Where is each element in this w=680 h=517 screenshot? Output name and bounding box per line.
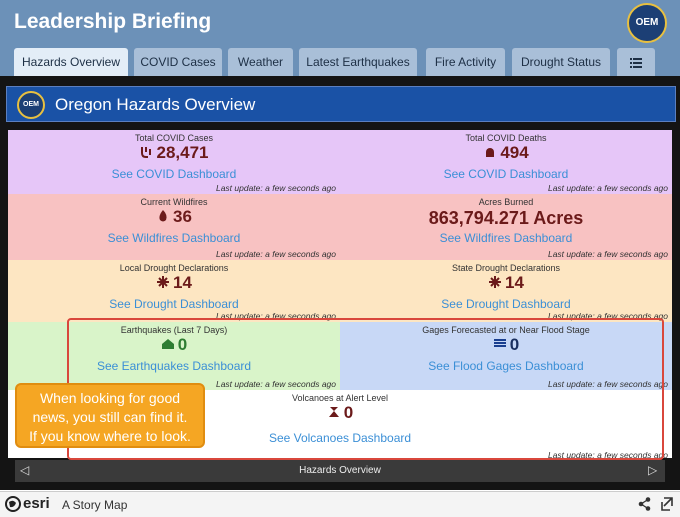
hazard-cell: Total COVID Cases 28,471 See COVID Dashboa…: [8, 130, 340, 194]
cell-update: Last update: a few seconds ago: [215, 311, 336, 321]
cell-value-text: 28,471: [156, 143, 209, 162]
nav-title: Hazards Overview: [299, 465, 381, 476]
cell-value-text: 0: [177, 335, 188, 354]
cell-value: 0: [8, 335, 340, 355]
oem-logo: OEM: [627, 3, 667, 43]
cell-icon: [140, 147, 151, 158]
footer-brand: esri: [23, 495, 50, 512]
hazard-cell: Gages Forecasted at or Near Flood Stage 0…: [340, 322, 672, 390]
cell-value-text: 36: [173, 207, 192, 226]
cell-label: Acres Burned: [478, 197, 534, 207]
footer: [0, 491, 680, 517]
cell-value: 28,471: [8, 143, 340, 163]
cell-link[interactable]: See Drought Dashboard: [109, 297, 239, 311]
share-icons[interactable]: [638, 497, 676, 511]
cell-label: Volcanoes at Alert Level: [291, 393, 389, 403]
nav-bar: [15, 460, 665, 482]
tab[interactable]: Drought Status: [512, 48, 610, 76]
cell-value-text: 494: [500, 143, 529, 162]
cell-value-text: 863,794.271 Acres: [428, 208, 584, 228]
cell-update: Last update: a few seconds ago: [547, 311, 668, 321]
hazard-cell: Total COVID Deaths 494 See COVID Dashboard…: [340, 130, 672, 194]
cell-link[interactable]: See Earthquakes Dashboard: [96, 359, 252, 373]
cell-label: State Drought Declarations: [451, 263, 561, 273]
cell-value: 36: [8, 207, 340, 227]
callout-line: If you know where to look.: [29, 428, 191, 444]
cell-icon: [328, 407, 339, 417]
hazard-cell: Local Drought Declarations 14 See Drought …: [8, 260, 340, 322]
cell-update: Last update: a few seconds ago: [215, 249, 336, 259]
cell-link[interactable]: See Drought Dashboard: [441, 297, 571, 311]
cell-label: Total COVID Deaths: [465, 133, 547, 143]
list-icon: [630, 57, 642, 68]
tab[interactable]: Weather: [228, 48, 293, 76]
cell-icon: [493, 339, 506, 347]
cell-value-text: 14: [505, 273, 524, 292]
globe-icon: [5, 496, 21, 512]
panel-logo: OEM: [17, 91, 45, 119]
cell-value-text: 0: [509, 335, 520, 354]
hazard-cell: Earthquakes (Last 7 Days) 0 See Earthquake…: [8, 322, 340, 390]
callout-line: When looking for good: [39, 390, 181, 406]
app-title: Leadership Briefing: [14, 10, 212, 33]
cell-value: 14: [8, 273, 340, 293]
cell-value: 863,794.271 Acres: [340, 208, 672, 229]
cell-value: 0: [340, 335, 672, 355]
cell-update: Last update: a few seconds ago: [215, 379, 336, 389]
cell-update: Last update: a few seconds ago: [547, 183, 668, 193]
cell-link[interactable]: See Flood Gages Dashboard: [428, 359, 584, 373]
cell-update: Last update: a few seconds ago: [547, 379, 668, 389]
cell-value-text: 14: [173, 273, 192, 292]
tab[interactable]: COVID Cases: [134, 48, 222, 76]
cell-update: Last update: a few seconds ago: [547, 450, 668, 458]
hazard-cell: Acres Burned 863,794.271 Acres See Wildfir…: [340, 194, 672, 260]
cell-label: Local Drought Declarations: [119, 263, 229, 273]
cell-icon: [486, 148, 495, 157]
cell-value-text: 0: [343, 403, 354, 422]
panel-header: [6, 86, 676, 122]
callout-line: news, you still can find it.: [32, 409, 188, 425]
cell-link[interactable]: See COVID Dashboard: [111, 167, 237, 181]
cell-update: Last update: a few seconds ago: [547, 249, 668, 259]
cell-icon: [159, 210, 167, 222]
cell-link[interactable]: See Wildfires Dashboard: [107, 231, 241, 245]
cell-link[interactable]: See COVID Dashboard: [443, 167, 569, 181]
tab[interactable]: Latest Earthquakes: [299, 48, 417, 76]
cell-link[interactable]: See Volcanoes Dashboard: [268, 431, 412, 445]
next-arrow[interactable]: ▷: [648, 463, 658, 477]
cell-label: Total COVID Cases: [134, 133, 214, 143]
tab[interactable]: Hazards Overview: [14, 48, 128, 76]
cell-icon: [161, 339, 174, 349]
list-tab[interactable]: [617, 48, 655, 76]
footer-text[interactable]: A Story Map: [62, 498, 128, 512]
cell-icon: [157, 276, 170, 288]
cell-update: Last update: a few seconds ago: [215, 183, 336, 193]
callout: When looking for good news, you still ca…: [15, 383, 205, 448]
cell-icon: [489, 276, 502, 288]
cell-label: Current Wildfires: [140, 197, 208, 207]
prev-arrow[interactable]: ◁: [20, 463, 30, 477]
cell-label: Gages Forecasted at or Near Flood Stage: [422, 325, 590, 335]
cell-value: 0: [8, 403, 672, 423]
tab[interactable]: Fire Activity: [426, 48, 505, 76]
panel-title: Oregon Hazards Overview: [55, 95, 256, 114]
cell-value: 14: [340, 273, 672, 293]
cell-value: 494: [340, 143, 672, 163]
hazard-cell: State Drought Declarations 14 See Drought …: [340, 260, 672, 322]
cell-label: Earthquakes (Last 7 Days): [120, 325, 228, 335]
cell-link[interactable]: See Wildfires Dashboard: [439, 231, 573, 245]
hazard-cell: Current Wildfires 36 See Wildfires Dashboa…: [8, 194, 340, 260]
